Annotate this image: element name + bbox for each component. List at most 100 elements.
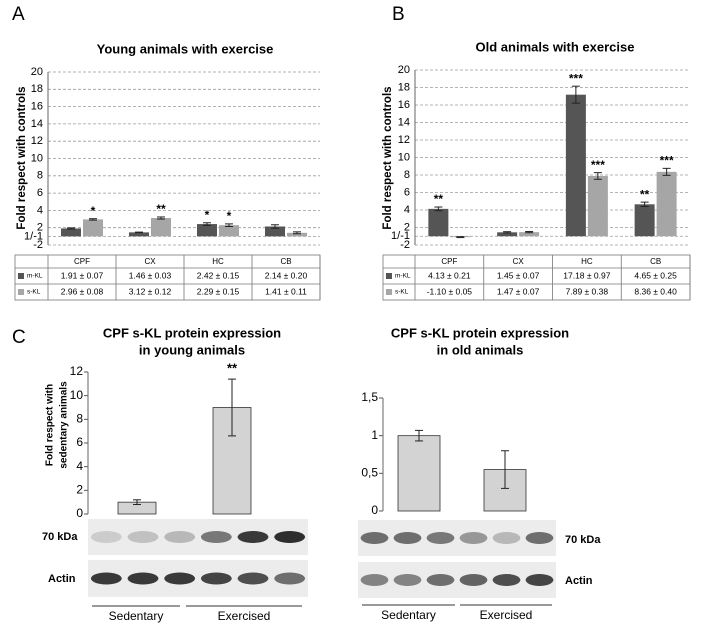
chart-title: Young animals with exercise bbox=[97, 41, 274, 56]
blot-band bbox=[200, 572, 232, 585]
y-tick-label: 1,5 bbox=[361, 390, 378, 404]
value-label: 2.29 ± 0.15 bbox=[197, 286, 240, 296]
bar bbox=[265, 226, 285, 237]
bar bbox=[83, 219, 103, 237]
blot-band bbox=[127, 531, 159, 543]
y-tick-label: 1/-1 bbox=[24, 230, 43, 242]
blot-band bbox=[525, 532, 554, 544]
value-label: 1.46 ± 0.03 bbox=[129, 270, 172, 280]
blot-band bbox=[200, 531, 232, 543]
y-tick-label: 16 bbox=[398, 99, 410, 111]
category-label: Sedentary bbox=[109, 609, 164, 623]
bar bbox=[565, 94, 586, 237]
bar bbox=[428, 208, 449, 237]
y-tick-label: 10 bbox=[70, 388, 84, 402]
y-tick-label: 8 bbox=[404, 169, 410, 181]
bar bbox=[61, 228, 81, 237]
blot-band bbox=[492, 574, 521, 586]
value-label: 17.18 ± 0.97 bbox=[563, 270, 610, 280]
bar bbox=[397, 435, 441, 512]
bar bbox=[497, 232, 518, 237]
y-tick-label: 1/-1 bbox=[391, 230, 410, 242]
significance: ** bbox=[640, 187, 650, 201]
value-label: 1.91 ± 0.07 bbox=[61, 270, 104, 280]
blot-band bbox=[426, 574, 455, 586]
y-tick-label: 16 bbox=[31, 101, 43, 113]
y-tick-label: 0,5 bbox=[361, 466, 378, 480]
blot-band bbox=[237, 572, 269, 585]
value-label: 2.14 ± 0.20 bbox=[265, 270, 308, 280]
value-label: 2.42 ± 0.15 bbox=[197, 270, 240, 280]
significance: *** bbox=[591, 158, 605, 172]
blot-band bbox=[237, 531, 269, 543]
legend-swatch bbox=[18, 273, 24, 279]
bar bbox=[219, 225, 239, 237]
blot-band bbox=[525, 574, 554, 586]
bar bbox=[656, 171, 677, 237]
category-label: HC bbox=[581, 257, 593, 266]
y-tick-label: 14 bbox=[31, 118, 43, 130]
legend-swatch bbox=[18, 289, 24, 295]
bar bbox=[519, 232, 540, 237]
value-label: 3.12 ± 0.12 bbox=[129, 286, 172, 296]
value-label: 8.36 ± 0.40 bbox=[634, 286, 677, 296]
y-tick-label: 8 bbox=[76, 412, 83, 426]
panel-label: B bbox=[392, 4, 405, 25]
bar bbox=[151, 218, 171, 237]
value-label: -1.10 ± 0.05 bbox=[427, 286, 473, 296]
blot-band bbox=[459, 574, 488, 586]
blot-band bbox=[360, 574, 389, 586]
y-tick-label: 2 bbox=[76, 483, 83, 497]
bar bbox=[197, 224, 217, 237]
legend-label: m-KL bbox=[395, 273, 411, 280]
blot-band bbox=[492, 532, 521, 544]
blot-label: 70 kDa bbox=[42, 531, 78, 543]
blot bbox=[88, 560, 308, 597]
y-tick-label: 12 bbox=[31, 135, 43, 147]
value-label: 7.89 ± 0.38 bbox=[566, 286, 609, 296]
y-tick-label: 20 bbox=[398, 64, 410, 76]
value-label: 1.45 ± 0.07 bbox=[497, 270, 540, 280]
y-tick-label: 6 bbox=[404, 186, 410, 198]
blot-band bbox=[90, 572, 122, 585]
blot-band bbox=[274, 531, 306, 543]
y-tick-label: 20 bbox=[31, 66, 43, 78]
blot bbox=[358, 520, 556, 556]
blot-band bbox=[127, 572, 159, 585]
chart-title: Old animals with exercise bbox=[476, 39, 635, 54]
category-label: Exercised bbox=[218, 609, 271, 623]
blot-band bbox=[164, 531, 196, 543]
bar bbox=[287, 232, 307, 237]
y-axis-label: Fold respect with bbox=[45, 384, 56, 466]
panel-label: A bbox=[12, 4, 25, 25]
legend-label: s-KL bbox=[395, 289, 409, 296]
y-tick-label: 0 bbox=[76, 506, 83, 520]
y-tick-label: -2 bbox=[400, 239, 410, 251]
blot-band bbox=[164, 572, 196, 585]
value-label: 4.65 ± 0.25 bbox=[634, 270, 677, 280]
significance: ** bbox=[434, 192, 444, 206]
y-tick-label: 14 bbox=[398, 116, 410, 128]
blot bbox=[358, 562, 556, 598]
y-tick-label: 4 bbox=[76, 459, 83, 473]
blot-band bbox=[90, 531, 122, 543]
significance: *** bbox=[660, 154, 674, 168]
bar bbox=[129, 232, 149, 237]
blot-band bbox=[426, 532, 455, 544]
blot-band bbox=[393, 574, 422, 586]
value-label: 1.47 ± 0.07 bbox=[497, 286, 540, 296]
chart-title: in old animals bbox=[437, 342, 524, 357]
y-axis-label: Fold respect with controls bbox=[16, 86, 28, 229]
bar bbox=[587, 175, 608, 237]
y-axis-label: Fold respect with controls bbox=[382, 86, 394, 229]
blot-label: Actin bbox=[48, 573, 76, 585]
blot-band bbox=[274, 572, 306, 585]
legend-label: m-KL bbox=[27, 273, 43, 280]
chart-title: in young animals bbox=[139, 342, 245, 357]
significance: * bbox=[227, 209, 232, 223]
y-tick-label: 2 bbox=[404, 221, 410, 233]
y-tick-label: -2 bbox=[33, 239, 43, 251]
y-tick-label: 6 bbox=[37, 187, 43, 199]
category-label: CB bbox=[650, 257, 661, 266]
